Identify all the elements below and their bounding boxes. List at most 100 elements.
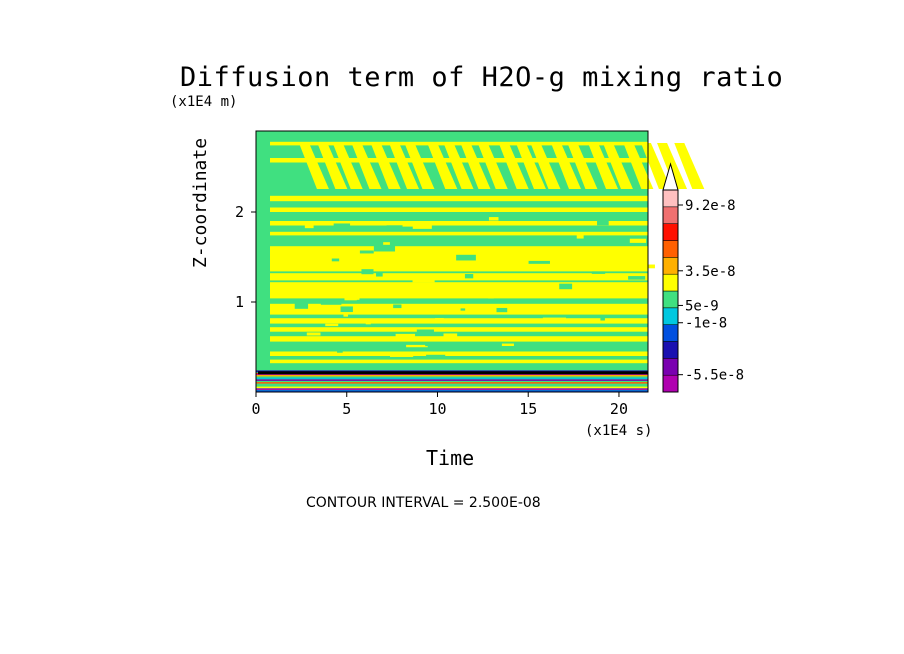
field-patch	[629, 238, 647, 243]
x-tick-label: 15	[519, 400, 537, 418]
field-band	[270, 207, 648, 212]
field-patch	[344, 295, 360, 301]
field-patch	[395, 333, 416, 338]
colorbar-swatch	[662, 273, 679, 292]
field-patch	[464, 274, 474, 279]
field-band	[270, 158, 648, 163]
field-patch	[340, 306, 353, 313]
field-patch	[460, 308, 466, 311]
colorbar-label: -5.5e-8	[685, 368, 744, 384]
field-stripe	[427, 143, 458, 189]
field-patch	[628, 276, 646, 280]
field-stripe	[602, 143, 633, 189]
field-patch	[588, 292, 595, 299]
field-patch	[412, 223, 432, 229]
field-stripe	[370, 143, 401, 189]
field-band	[270, 231, 648, 236]
field-patch	[306, 332, 321, 336]
field-stripe	[530, 143, 561, 189]
surface-layer	[256, 377, 648, 380]
colorbar-swatch	[662, 257, 679, 275]
field-patch	[559, 283, 573, 290]
field-patch	[393, 304, 402, 309]
field-patch	[377, 285, 383, 290]
surface-layer	[256, 390, 648, 392]
field-band	[270, 336, 648, 342]
field-patch	[434, 284, 448, 290]
x-axis-label: Time	[426, 446, 475, 470]
field-stripe	[477, 143, 508, 189]
field-patch	[600, 317, 605, 321]
field-patch	[337, 214, 351, 218]
field-stripe	[588, 143, 619, 189]
field-patch	[331, 258, 340, 262]
field-patch	[615, 216, 623, 221]
field-patch	[294, 302, 309, 309]
field-patch	[542, 317, 567, 320]
colorbar-swatch	[662, 341, 679, 359]
field-patch	[456, 254, 476, 261]
field-band	[270, 327, 648, 332]
surface-layer	[256, 374, 648, 376]
field-patch	[501, 343, 514, 347]
chart-title: Diffusion term of H2O-g mixing ratio	[180, 62, 784, 93]
field-patch	[361, 269, 374, 275]
colorbar-swatch	[662, 324, 679, 342]
field-patch	[383, 242, 390, 245]
field-patch	[591, 271, 606, 274]
colorbar-label: 9.2e-8	[685, 198, 736, 214]
field-patch	[319, 226, 337, 231]
field-band	[270, 141, 648, 146]
field-patch	[304, 222, 314, 229]
field-patch	[406, 344, 428, 348]
field-stripe	[567, 143, 598, 189]
surface-layer	[256, 384, 648, 387]
field-patch	[389, 352, 414, 357]
x-tick-label: 20	[610, 400, 628, 418]
field-stripe	[443, 143, 474, 189]
field-patch	[359, 250, 374, 254]
field-patch	[488, 217, 499, 221]
colorbar-swatch	[662, 374, 679, 393]
x-unit-note: (x1E4 s)	[585, 423, 653, 439]
field-patch	[496, 307, 508, 313]
surface-layer	[256, 388, 648, 390]
colorbar-frame	[662, 189, 679, 393]
colorbar-swatch	[662, 358, 679, 376]
surface-layer	[256, 379, 648, 381]
field-patch	[365, 320, 371, 325]
field-patch	[435, 317, 444, 323]
field-patch	[634, 264, 655, 269]
field-patch	[376, 271, 383, 277]
field-patch	[576, 234, 584, 239]
x-tick-label: 10	[428, 400, 446, 418]
colorbar-swatch	[662, 240, 679, 258]
field-patch	[441, 276, 464, 279]
field-patch	[398, 222, 417, 227]
field-stripe	[460, 143, 491, 189]
field-stripe	[389, 143, 420, 189]
field-patch	[584, 351, 599, 355]
y-tick-label: 2	[235, 203, 244, 221]
field-patch	[386, 225, 403, 229]
field-stripe	[623, 143, 654, 189]
x-tick-label: 0	[251, 400, 260, 418]
colorbar-swatch	[662, 223, 679, 241]
field-patch	[466, 268, 479, 271]
field-stripe	[674, 143, 705, 189]
field-patch	[587, 248, 605, 253]
field-patch	[597, 219, 609, 226]
field-band	[270, 351, 648, 356]
field-stripe	[657, 143, 688, 189]
field-patch	[325, 323, 339, 327]
field-patch	[337, 350, 343, 353]
field-patch	[343, 312, 349, 317]
field-patch	[333, 223, 351, 229]
field-patch	[425, 343, 434, 347]
colorbar-label: -1e-8	[685, 316, 727, 332]
field-patch	[320, 299, 342, 305]
colorbar-swatch	[662, 290, 679, 309]
field-patch	[521, 289, 545, 296]
surface-layer	[256, 386, 648, 389]
field-band	[270, 318, 648, 324]
